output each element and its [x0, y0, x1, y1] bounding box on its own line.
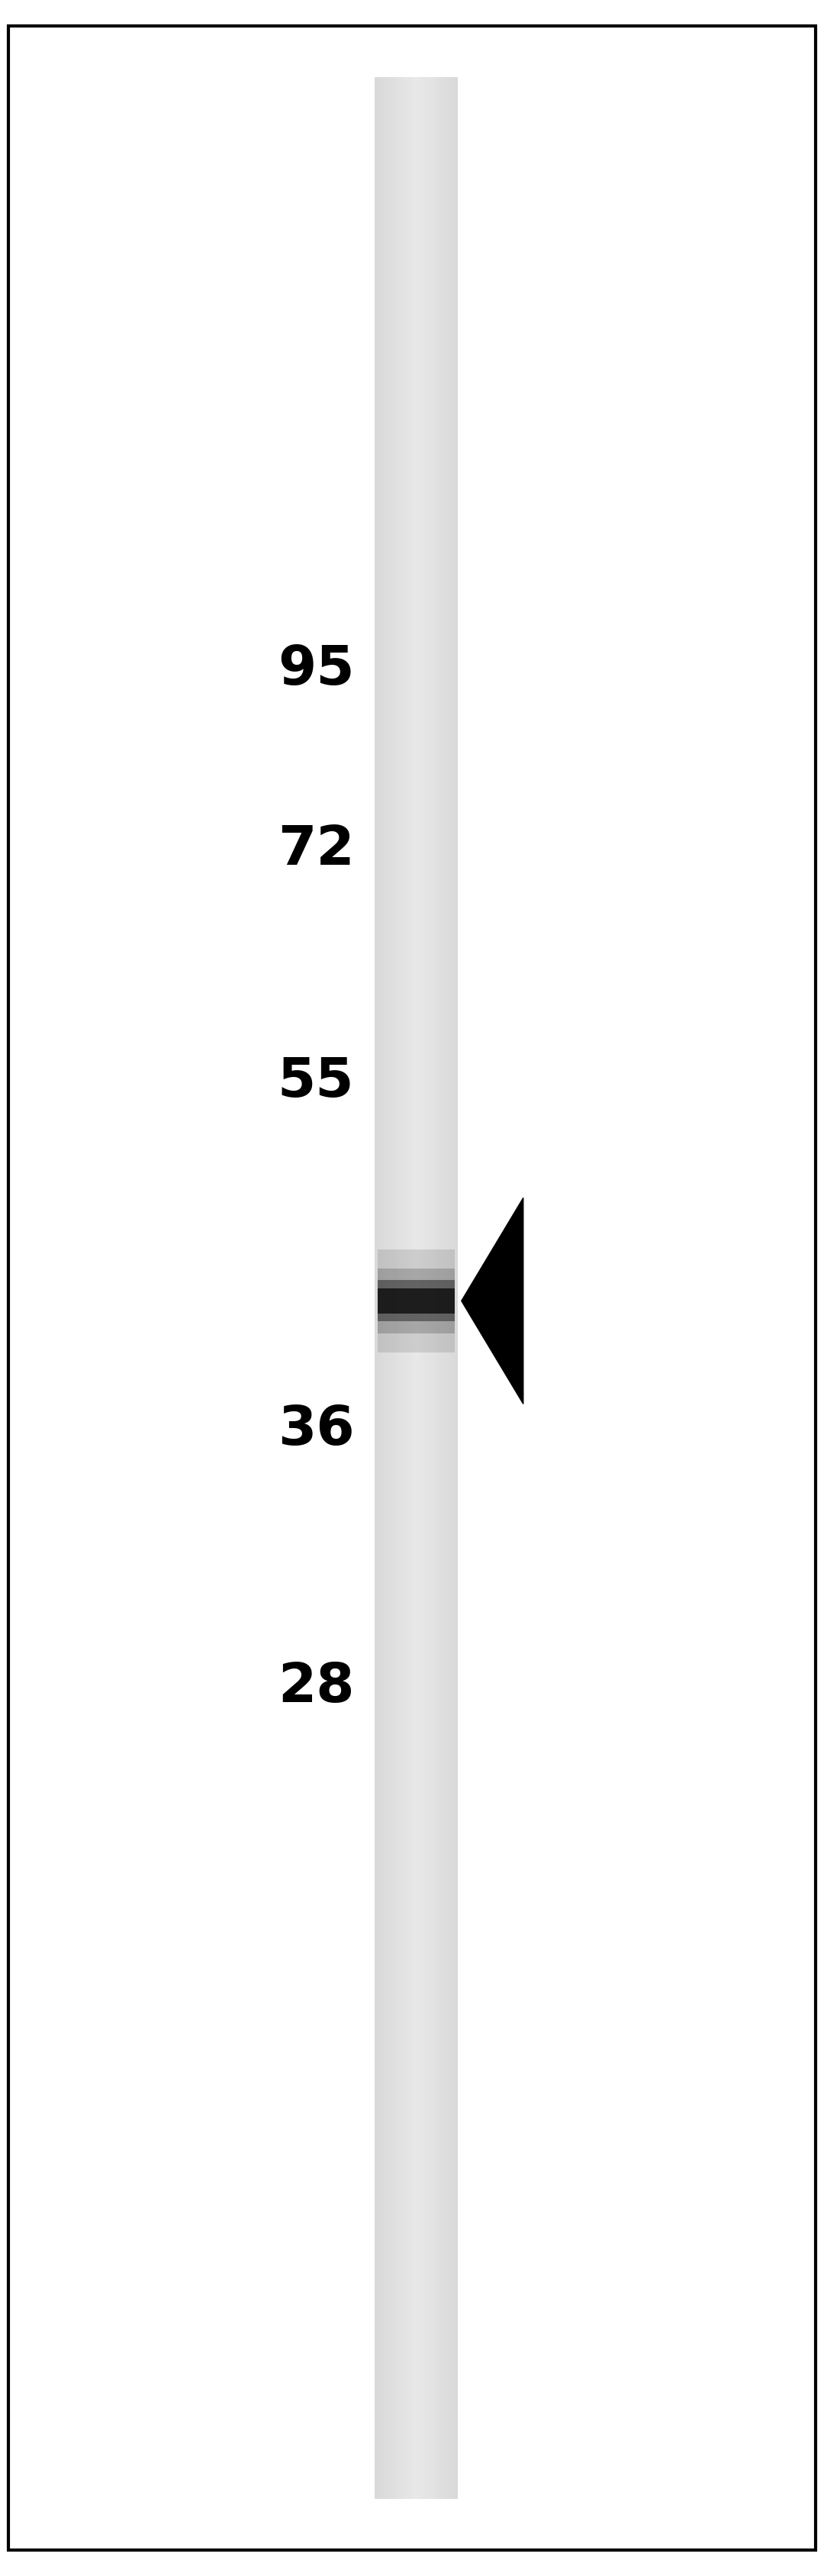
Bar [454, 77, 456, 2499]
Bar [415, 77, 417, 2499]
Bar [442, 77, 443, 2499]
Bar [436, 77, 438, 2499]
Bar [377, 1270, 455, 1334]
Bar [429, 77, 432, 2499]
Bar [405, 77, 407, 2499]
Bar [449, 77, 451, 2499]
Bar [379, 77, 381, 2499]
Bar [408, 77, 410, 2499]
Bar [432, 77, 433, 2499]
Bar [437, 77, 438, 2499]
Bar [388, 77, 391, 2499]
Bar [448, 77, 450, 2499]
Bar [395, 77, 396, 2499]
Bar [404, 77, 405, 2499]
Bar [419, 77, 420, 2499]
Bar [433, 77, 435, 2499]
Bar [402, 77, 404, 2499]
Bar [400, 77, 402, 2499]
Bar [407, 77, 409, 2499]
Bar [377, 77, 379, 2499]
Bar [392, 77, 394, 2499]
Bar [452, 77, 454, 2499]
Bar [412, 77, 414, 2499]
Bar [445, 77, 447, 2499]
Bar [447, 77, 449, 2499]
Bar [452, 77, 453, 2499]
Bar [453, 77, 455, 2499]
Bar [391, 77, 393, 2499]
Bar [390, 77, 391, 2499]
Bar [428, 77, 429, 2499]
Bar [376, 77, 377, 2499]
Bar [424, 77, 426, 2499]
Bar [450, 77, 452, 2499]
Text: 72: 72 [278, 824, 354, 876]
Text: 55: 55 [278, 1056, 354, 1108]
Bar [377, 1249, 455, 1352]
Bar [428, 77, 430, 2499]
Bar [423, 77, 424, 2499]
Bar [399, 77, 400, 2499]
Bar [387, 77, 389, 2499]
Bar [441, 77, 442, 2499]
Bar [456, 77, 457, 2499]
Bar [380, 77, 382, 2499]
Bar [406, 77, 408, 2499]
Bar [384, 77, 386, 2499]
Bar [440, 77, 442, 2499]
Polygon shape [461, 1198, 523, 1404]
Bar [386, 77, 387, 2499]
Bar [421, 77, 424, 2499]
Bar [378, 77, 380, 2499]
Bar [425, 77, 428, 2499]
Bar [409, 77, 410, 2499]
Bar [444, 77, 446, 2499]
Bar [411, 77, 413, 2499]
Bar [438, 77, 440, 2499]
Bar [433, 77, 434, 2499]
Bar [391, 77, 392, 2499]
Bar [427, 77, 428, 2499]
Bar [396, 77, 397, 2499]
Bar [377, 1280, 455, 1321]
Bar [377, 1288, 455, 1314]
Bar [435, 77, 437, 2499]
Bar [443, 77, 445, 2499]
Bar [414, 77, 416, 2499]
Bar [386, 77, 388, 2499]
Bar [375, 77, 377, 2499]
Bar [413, 77, 415, 2499]
Bar [424, 77, 425, 2499]
Bar [396, 77, 399, 2499]
Bar [398, 77, 400, 2499]
Text: 95: 95 [278, 644, 354, 696]
Bar [439, 77, 441, 2499]
Bar [383, 77, 385, 2499]
Text: 28: 28 [278, 1662, 354, 1713]
Bar [416, 77, 418, 2499]
Bar [394, 77, 396, 2499]
Bar [382, 77, 384, 2499]
Bar [417, 77, 419, 2499]
Bar [419, 77, 421, 2499]
Text: 36: 36 [278, 1404, 354, 1455]
FancyBboxPatch shape [8, 26, 816, 2550]
Bar [420, 77, 422, 2499]
Bar [456, 77, 458, 2499]
Bar [381, 77, 383, 2499]
Bar [400, 77, 401, 2499]
Bar [446, 77, 448, 2499]
Bar [431, 77, 433, 2499]
Bar [410, 77, 412, 2499]
Bar [403, 77, 405, 2499]
